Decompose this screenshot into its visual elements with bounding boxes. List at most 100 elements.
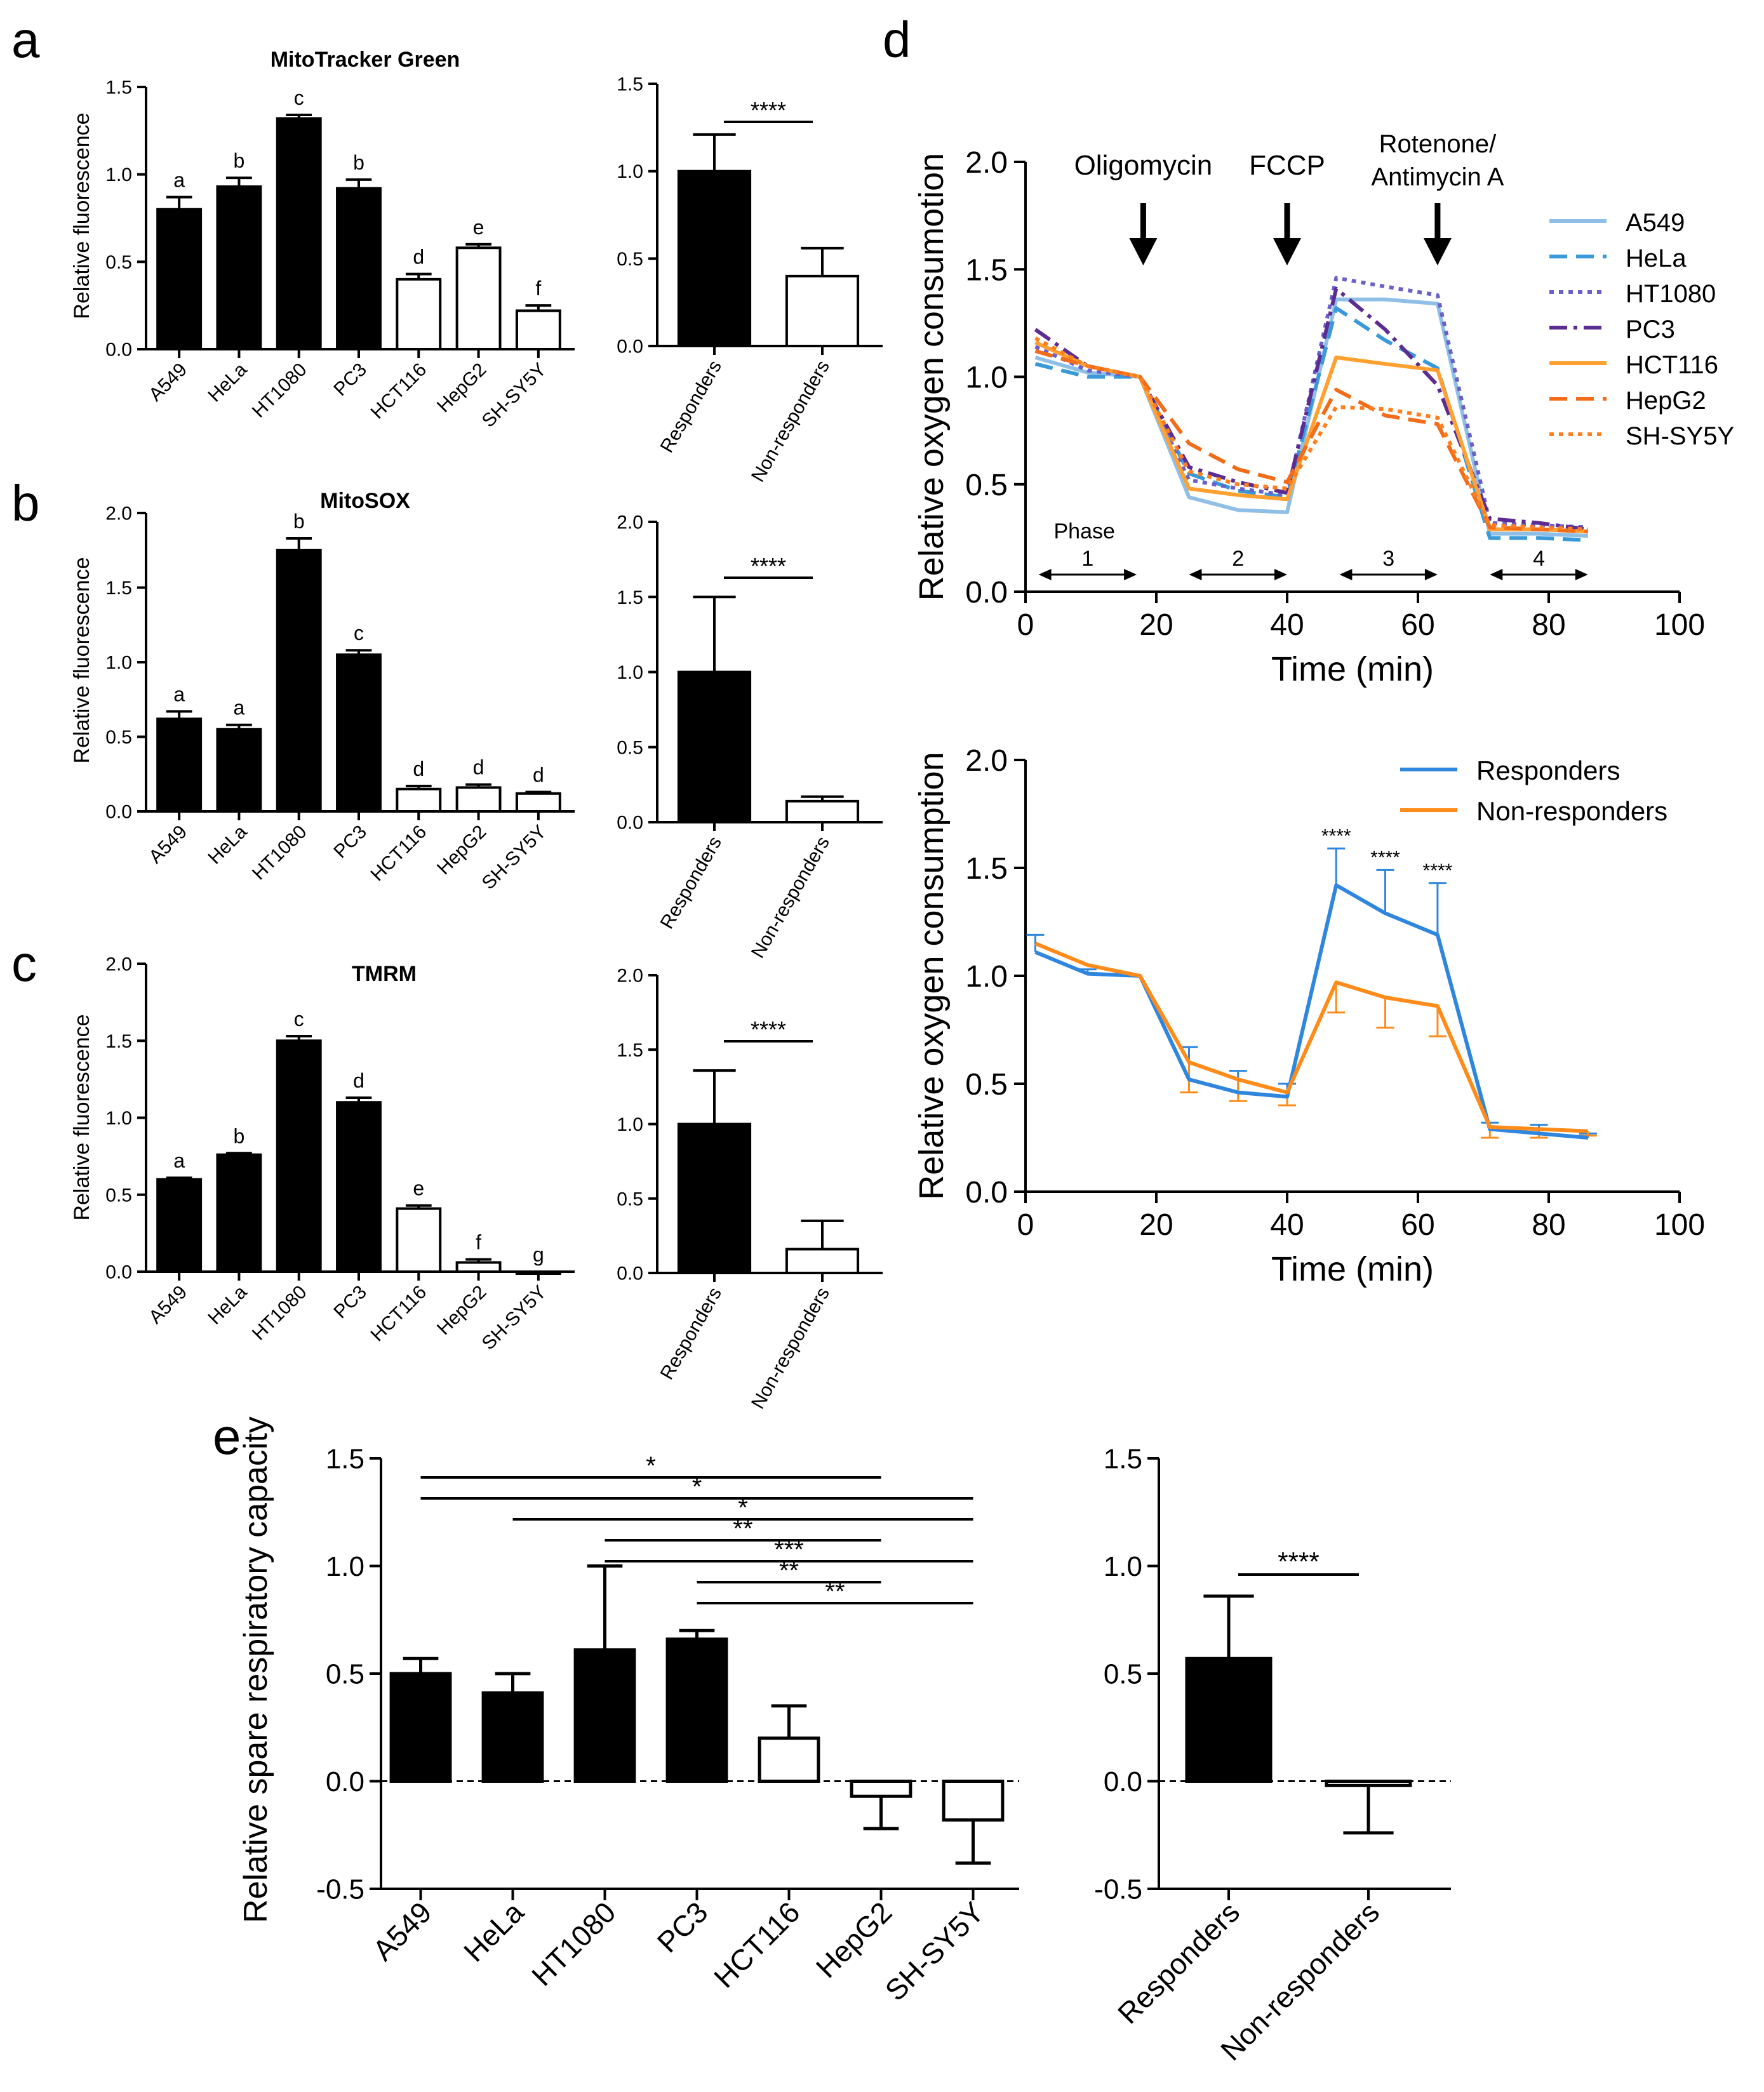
y-tick-label: 0.5 [617, 1189, 643, 1209]
injection-arrowhead [1423, 238, 1452, 265]
y-axis-title: Relative oxygen consumotion [912, 153, 951, 601]
y-tick-label: 1.5 [105, 1031, 132, 1052]
y-tick-label: 0.5 [965, 1068, 1008, 1102]
significance-letter: a [173, 683, 185, 706]
bar [785, 1248, 860, 1274]
legend-label: HT1080 [1626, 280, 1716, 308]
legend-label: HCT116 [1626, 351, 1718, 379]
y-tick-label: 1.0 [105, 653, 132, 674]
y-tick-label: 0.0 [617, 336, 643, 357]
x-tick-label: SH-SY5Y [478, 1282, 551, 1354]
y-tick-label: 2.0 [617, 966, 643, 987]
y-tick-label: -0.5 [316, 1874, 364, 1905]
y-tick-label: 1.5 [1104, 1443, 1142, 1474]
y-tick-label: 2.0 [617, 512, 643, 533]
comparison-label: * [738, 1494, 748, 1522]
significance-letter: c [294, 1008, 304, 1030]
x-tick-label: PC3 [330, 359, 371, 401]
y-tick-label: 0.5 [965, 469, 1008, 502]
chart-title: MitoSOX [320, 489, 410, 513]
x-tick-label: Non-responders [747, 833, 834, 962]
y-tick-label: 0.0 [105, 802, 132, 823]
injection-label: Oligomycin [1074, 150, 1213, 181]
bar [216, 728, 262, 813]
chart-title: MitoTracker Green [271, 48, 460, 72]
phase-arrowhead [1575, 569, 1588, 580]
significance-letter: a [173, 1149, 185, 1172]
bar [677, 170, 752, 347]
x-tick-label: A549 [145, 1282, 191, 1328]
bar [785, 799, 860, 824]
x-tick-label: 60 [1401, 608, 1434, 642]
y-tick-label: 2.0 [105, 954, 132, 975]
y-tick-label: 1.0 [105, 164, 132, 185]
bar [276, 1039, 322, 1273]
y-tick-label: 1.5 [965, 253, 1008, 287]
x-tick-label: Non-responders [747, 1284, 834, 1413]
significance-label: **** [1370, 847, 1400, 868]
x-tick-label: HT1080 [248, 1282, 311, 1345]
y-tick-label: 1.5 [965, 852, 1008, 886]
y-tick-label: 1.0 [965, 361, 1008, 395]
bar [396, 277, 442, 350]
y-tick-label: 1.5 [617, 1040, 643, 1061]
significance-letter: d [353, 1069, 364, 1092]
phase-title: Phase [1053, 519, 1114, 543]
series-line-hepg2 [1034, 349, 1588, 534]
y-tick-label: 1.5 [617, 74, 643, 95]
y-tick-label: 0.0 [105, 1262, 132, 1283]
legend-label: HeLa [1626, 244, 1687, 272]
significance-letter: b [234, 1124, 245, 1147]
y-tick-label: 0.0 [965, 576, 1008, 610]
bar [1185, 1656, 1273, 1783]
x-tick-label: HeLa [204, 1281, 251, 1328]
x-axis-title: Time (min) [1271, 650, 1434, 688]
y-tick-label: 0.0 [617, 1263, 643, 1284]
significance-letter: c [294, 86, 304, 109]
x-tick-label: HCT116 [366, 359, 431, 423]
y-tick-label: 0.0 [965, 1176, 1008, 1209]
bar [573, 1648, 636, 1783]
phase-arrowhead [1038, 569, 1052, 580]
x-tick-label: SH-SY5Y [478, 822, 551, 894]
a_cells-chart: 0.0 0.5 1.0 1.5 A549 a HeLa b HT1080 c PC3 b HCT116 d… [70, 48, 575, 432]
significance-letter: e [413, 1177, 424, 1200]
significance-label: **** [751, 553, 786, 579]
phase-label: 3 [1382, 547, 1394, 571]
significance-letter: d [413, 757, 424, 780]
panel-label-d: d [883, 11, 911, 68]
x-tick-label: Responders [657, 1284, 726, 1383]
b_cells-chart: 0.0 0.5 1.0 1.5 2.0 A549 a HeLa a HT1080 b PC3 c HCT1… [70, 489, 575, 894]
x-tick-label: A549 [145, 359, 191, 406]
c_cells-chart: 0.0 0.5 1.0 1.5 2.0 A549 a HeLa b HT1080 c PC3 d HCT1… [70, 954, 575, 1354]
y-tick-label: 1.5 [105, 77, 132, 98]
phase-arrowhead [1274, 569, 1287, 580]
phase-arrowhead [1189, 569, 1202, 580]
y-tick-label: 1.5 [326, 1443, 364, 1474]
phase-label: 4 [1533, 547, 1545, 571]
d_cells-chart: 0.0 0.5 1.0 1.5 2.0 0 20 40 60 80 100 Time (min) Rel… [912, 130, 1734, 688]
injection-label: FCCP [1249, 150, 1325, 181]
bar [276, 549, 322, 813]
bar [481, 1691, 544, 1783]
x-tick-label: PC3 [330, 1282, 371, 1323]
bar [389, 1672, 452, 1783]
y-tick-label: 1.5 [105, 578, 132, 599]
comparison-label: *** [774, 1536, 804, 1564]
y-tick-label: 0.0 [617, 813, 643, 834]
y-axis-title: Relative spare respiratory capacity [237, 1416, 274, 1923]
bar [677, 1123, 752, 1274]
y-tick-label: 2.0 [965, 146, 1008, 180]
injection-arrowhead [1129, 238, 1158, 265]
x-tick-label: PC3 [651, 1895, 714, 1959]
significance-label: **** [751, 1016, 786, 1043]
comparison-label: * [692, 1473, 702, 1501]
legend-label: Responders [1476, 756, 1620, 785]
significance-letter: b [234, 149, 245, 172]
bar [156, 1178, 203, 1273]
significance-letter: a [173, 168, 185, 191]
phase-arrowhead [1424, 569, 1438, 580]
y-tick-label: 2.0 [105, 503, 132, 524]
bar [515, 792, 561, 813]
